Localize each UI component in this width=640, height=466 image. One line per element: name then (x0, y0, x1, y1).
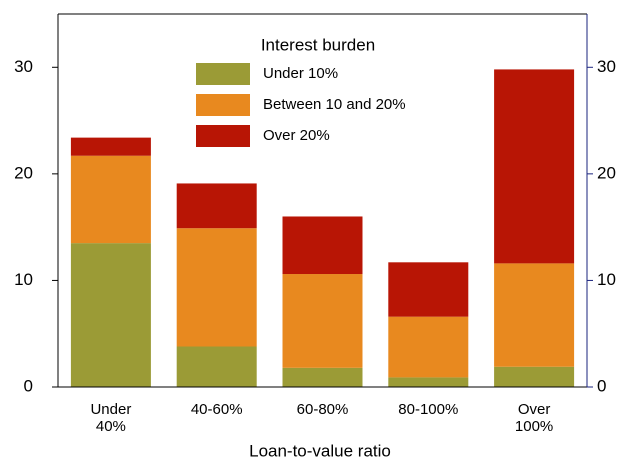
bar-segment (70, 243, 151, 387)
y-tick-label: 10 (14, 270, 33, 289)
x-tick-label: Under 40% (90, 401, 132, 435)
x-tick-label: Over 100% (514, 401, 554, 435)
y2-tick-label: 10 (597, 270, 616, 289)
x-tick-label: 60-80% (296, 401, 349, 418)
bar-segment (282, 274, 363, 368)
bar-segment (388, 377, 469, 387)
bar-segment (176, 183, 257, 229)
bar-segment (388, 262, 469, 317)
y-tick-label: 30 (14, 57, 33, 76)
bar-segment (70, 137, 151, 156)
bar-segment (494, 69, 575, 264)
legend-swatch (196, 94, 250, 116)
x-axis-label: Loan-to-value ratio (249, 441, 391, 460)
y2-tick-label: 20 (597, 163, 616, 182)
bar-segment (494, 263, 575, 367)
bar-segment (494, 366, 575, 387)
bar-segment (70, 155, 151, 244)
legend-title: Interest burden (261, 35, 375, 54)
legend-swatch (196, 125, 250, 147)
legend-label: Between 10 and 20% (263, 96, 406, 113)
bar-segment (388, 316, 469, 378)
x-tick-label: 80-100% (398, 401, 459, 418)
x-tick-label: 40-60% (190, 401, 243, 418)
y-tick-label: 0 (24, 376, 33, 395)
bar-segment (176, 228, 257, 347)
bar-segment (282, 216, 363, 275)
y2-tick-label: 30 (597, 57, 616, 76)
bar-segment (176, 346, 257, 387)
y-tick-label: 20 (14, 163, 33, 182)
bar-segment (282, 367, 363, 387)
legend-label: Over 20% (263, 127, 330, 144)
legend-swatch (196, 63, 250, 85)
legend-label: Under 10% (263, 65, 338, 82)
y2-tick-label: 0 (597, 376, 606, 395)
